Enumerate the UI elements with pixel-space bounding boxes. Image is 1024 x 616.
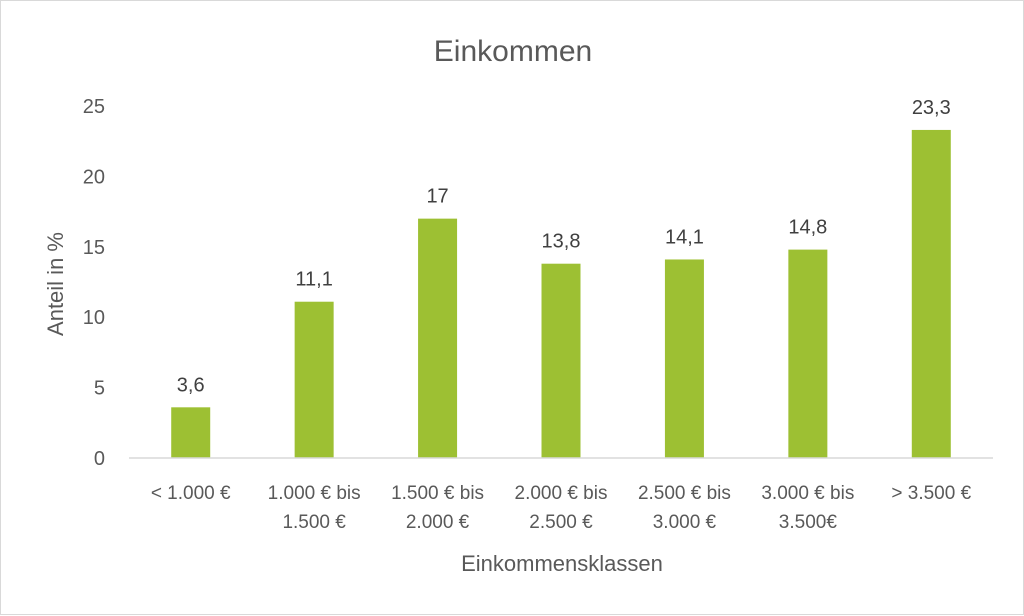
x-tick-label: 2.000 € bis 2.500 €: [515, 483, 608, 533]
bars: [171, 129, 951, 458]
bar: [418, 218, 458, 458]
x-tick-label: 1.000 € bis 1.500 €: [268, 483, 361, 533]
x-tick-label: 3.000 € bis 3.500€: [761, 483, 854, 533]
x-tick-label: > 3.500 €: [891, 483, 971, 504]
x-axis-ticks: < 1.000 € 1.000 € bis 1.500 € 1.500 € bis 2.…: [151, 483, 972, 533]
x-tick-label: 2.500 € bis 3.000 €: [638, 483, 731, 533]
data-label: 17: [426, 186, 448, 208]
data-label: 23,3: [912, 97, 951, 119]
data-label: 3,6: [177, 374, 205, 396]
bar: [664, 259, 704, 458]
y-tick-label: 0: [94, 448, 105, 470]
bar: [541, 263, 581, 458]
y-tick-label: 10: [83, 307, 105, 329]
data-label: 11,1: [295, 269, 332, 291]
y-tick-label: 20: [83, 166, 105, 188]
chart-title: Einkommen: [434, 35, 592, 68]
data-label: 14,8: [788, 217, 827, 239]
data-label: 14,1: [665, 226, 704, 248]
y-tick-label: 15: [83, 237, 105, 259]
x-axis-title: Einkommensklassen: [461, 551, 663, 576]
bar: [171, 407, 211, 458]
x-tick-label: < 1.000 €: [151, 483, 231, 504]
y-tick-label: 5: [94, 378, 105, 400]
y-axis-ticks: 0 5 10 15 20 25: [83, 96, 105, 470]
bar: [788, 249, 828, 458]
y-tick-label: 25: [83, 96, 105, 118]
x-tick-label: 1.500 € bis 2.000 €: [391, 483, 484, 533]
bar: [294, 301, 334, 458]
y-axis-title: Anteil in %: [43, 232, 68, 336]
data-labels: 3,6 11,1 17 13,8 14,1 14,8 23,3: [177, 97, 951, 396]
data-label: 13,8: [542, 231, 581, 253]
bar: [911, 129, 951, 458]
